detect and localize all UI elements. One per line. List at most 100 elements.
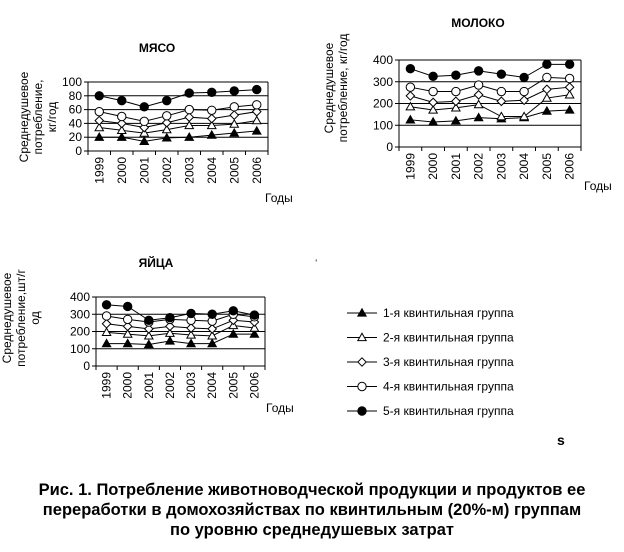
x-tick-label: 2002 (160, 157, 174, 184)
data-point (184, 88, 194, 98)
y-tick-label: 100 (373, 118, 393, 132)
data-point (451, 70, 461, 80)
y-tick-label: 20 (69, 130, 83, 144)
data-point (229, 118, 240, 128)
caption-line-3: по уровню среднедушевых затрат (170, 521, 454, 539)
data-point (139, 116, 149, 127)
y-axis-title: Среднедушевоепотребление, кг/год (322, 34, 350, 143)
x-tick-label: 2000 (426, 153, 440, 180)
x-tick-label: 2000 (115, 157, 129, 184)
series-line (99, 120, 257, 134)
y-axis-title: Среднедушевоепотребление,шт/год (0, 268, 42, 366)
data-point (428, 97, 439, 108)
data-point (186, 329, 197, 339)
data-point (94, 115, 105, 126)
x-tick-label: 2001 (137, 157, 151, 184)
data-point (184, 120, 195, 130)
data-point (405, 82, 416, 92)
data-point (94, 106, 104, 117)
data-point (207, 330, 218, 340)
data-point (117, 95, 127, 106)
chart-title: МЯСО (139, 41, 175, 55)
data-point (206, 113, 217, 124)
series-line (410, 109, 570, 123)
data-point (428, 116, 439, 126)
y-tick-label: 400 (70, 290, 90, 304)
data-point (184, 112, 195, 123)
data-point (251, 125, 262, 135)
data-point (206, 120, 217, 130)
data-point (229, 102, 239, 112)
data-point (101, 327, 112, 337)
data-point (139, 102, 149, 112)
data-point (541, 105, 552, 115)
x-tick-label: 2000 (121, 372, 135, 399)
data-point (122, 321, 133, 332)
data-point (186, 308, 196, 319)
data-point (164, 328, 175, 337)
data-point (541, 92, 552, 102)
data-point (122, 314, 133, 325)
data-point (139, 122, 150, 133)
data-point (206, 129, 217, 139)
data-point (564, 89, 575, 99)
data-point (519, 72, 529, 83)
caption-line-1: Рис. 1. Потребление животноводческой про… (38, 481, 586, 499)
data-point (207, 309, 217, 319)
chart-eggs: 0 100 200 300 400 1999 2000 2001 2002 2003 2004 200… (0, 255, 294, 415)
y-tick-label: 40 (69, 116, 83, 130)
y-axis-title-line: потребление,шт/г (14, 268, 28, 366)
data-point (101, 311, 112, 321)
data-point (252, 100, 262, 110)
y-axis-title-line: кг/год (45, 102, 59, 133)
series-line (99, 130, 257, 142)
x-tick-label: 2006 (247, 372, 261, 399)
data-point (228, 328, 239, 338)
data-point (249, 322, 260, 332)
y-axis-title-line: потребление, кг/год (336, 34, 350, 143)
data-point (496, 96, 507, 107)
data-point (473, 89, 484, 100)
y-axis-title: Среднедушевоепотребление,кг/год (17, 71, 59, 162)
data-point (144, 315, 154, 325)
x-tick-label: 2005 (540, 153, 554, 180)
y-axis-title-line: потребление, (31, 80, 45, 155)
data-point (564, 59, 575, 70)
data-point (229, 127, 240, 137)
x-tick-label: 2003 (494, 153, 508, 180)
figure-caption: Рис. 1. Потребление животноводческой про… (0, 480, 624, 540)
data-point (116, 118, 127, 129)
data-point (542, 72, 552, 83)
data-point (564, 73, 575, 84)
data-point (94, 91, 104, 101)
x-tick-label: 2006 (563, 153, 577, 180)
x-tick-label: 2003 (182, 157, 196, 184)
y-tick-label: 0 (386, 140, 393, 154)
data-point (186, 338, 197, 348)
chart-milk: 0 100 200 300 400 1999 2000 2001 2002 2003 2004 200… (322, 16, 612, 193)
y-tick-label: 200 (70, 325, 90, 339)
data-point (405, 90, 416, 101)
legend-label: 5-я квинтильная группа (383, 404, 514, 418)
y-tick-label: 60 (69, 103, 83, 117)
data-point (143, 330, 154, 340)
data-point (122, 301, 133, 312)
data-point (94, 131, 105, 141)
y-tick-label: 100 (62, 75, 82, 89)
data-point (165, 313, 175, 323)
y-tick-label: 80 (69, 89, 83, 103)
x-tick-label: 1999 (100, 372, 114, 399)
data-point (116, 131, 127, 141)
y-tick-label: 200 (373, 97, 393, 111)
data-point (229, 86, 239, 96)
legend: 1-я квинтильная группа 2-я квинтильная гр… (347, 306, 514, 418)
data-point (519, 86, 529, 97)
data-point (252, 84, 262, 95)
data-point (496, 111, 507, 121)
legend-label: 4-я квинтильная группа (383, 380, 514, 394)
data-point (164, 335, 175, 345)
data-point (184, 131, 195, 141)
data-point (139, 136, 150, 145)
data-point (228, 315, 239, 326)
